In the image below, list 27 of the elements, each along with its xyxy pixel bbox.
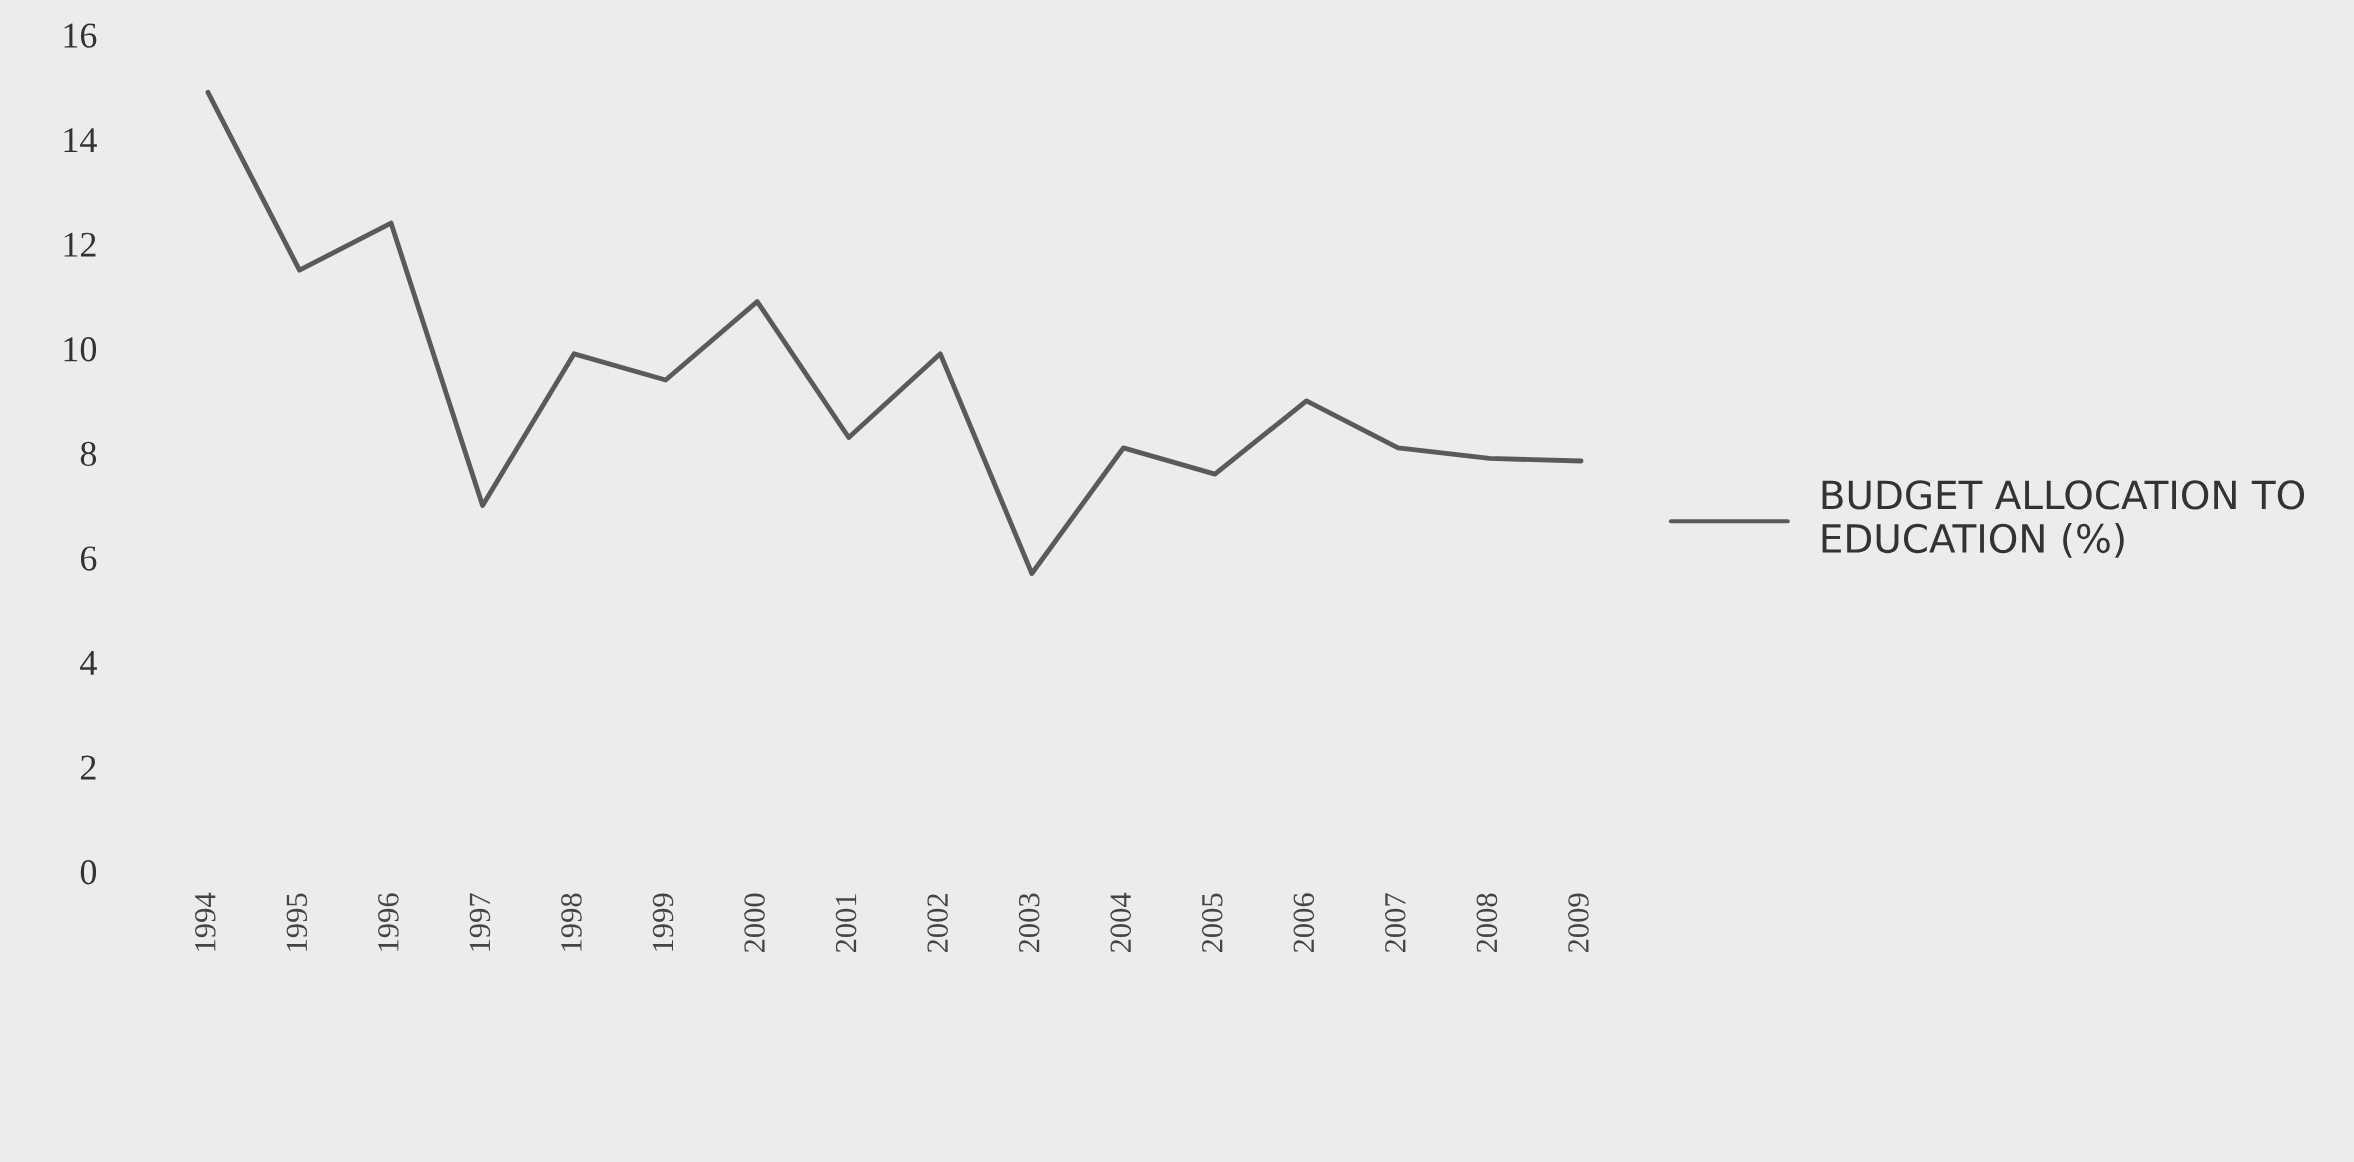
y-tick-label: 8 (80, 441, 97, 467)
x-tick-label: 1994 (195, 892, 216, 951)
x-tick-label: 2008 (1476, 893, 1498, 953)
x-tick-label: 2003 (1018, 893, 1040, 953)
x-tick-label: 1995 (286, 893, 308, 951)
x-tick-label: 2000 (744, 893, 765, 953)
x-tick-label: 1996 (378, 893, 399, 951)
y-tick-label: 14 (64, 128, 97, 152)
x-tick-label: 2009 (1568, 893, 1589, 953)
x-tick-label: 2005 (1201, 893, 1223, 953)
line-series (205, 89, 1584, 576)
x-tick-label: 1998 (561, 893, 582, 951)
y-tick-label: 2 (80, 755, 96, 780)
x-tick-label: 2006 (1293, 893, 1315, 953)
y-tick-label: 6 (80, 546, 97, 571)
legend-label: BUDGET ALLOCATION TO EDUCATION (%) (1822, 480, 2305, 558)
y-tick-label: 16 (64, 23, 97, 48)
x-tick-label: 1999 (652, 893, 674, 951)
x-tick-label: 2002 (927, 894, 948, 953)
x-tick-label: 2001 (835, 894, 857, 953)
x-tick-label: 2004 (1110, 892, 1132, 953)
x-tick-label: 1997 (469, 893, 491, 951)
x-tick-label: 2007 (1385, 893, 1406, 953)
y-tick-label: 10 (64, 337, 97, 362)
y-tick-label: 4 (80, 651, 97, 675)
y-tick-label: 12 (64, 232, 96, 257)
y-tick-label: 0 (80, 860, 97, 885)
